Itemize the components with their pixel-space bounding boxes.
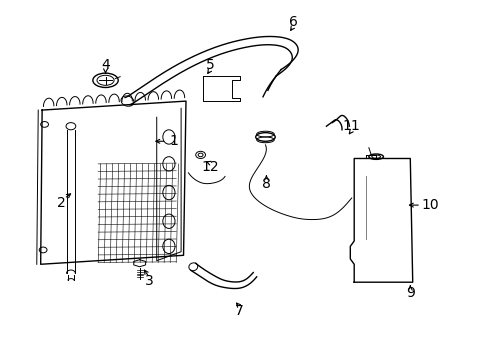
Text: 11: 11 [342,119,360,133]
Text: 1: 1 [169,134,178,148]
Text: 7: 7 [235,304,244,318]
Text: 9: 9 [405,286,414,300]
Text: 8: 8 [262,177,270,190]
Text: 5: 5 [205,58,214,72]
Text: 3: 3 [145,274,154,288]
Text: 12: 12 [201,161,219,175]
Text: 10: 10 [420,198,438,212]
Text: 6: 6 [288,15,297,29]
Text: 2: 2 [57,196,66,210]
Text: 4: 4 [101,58,110,72]
